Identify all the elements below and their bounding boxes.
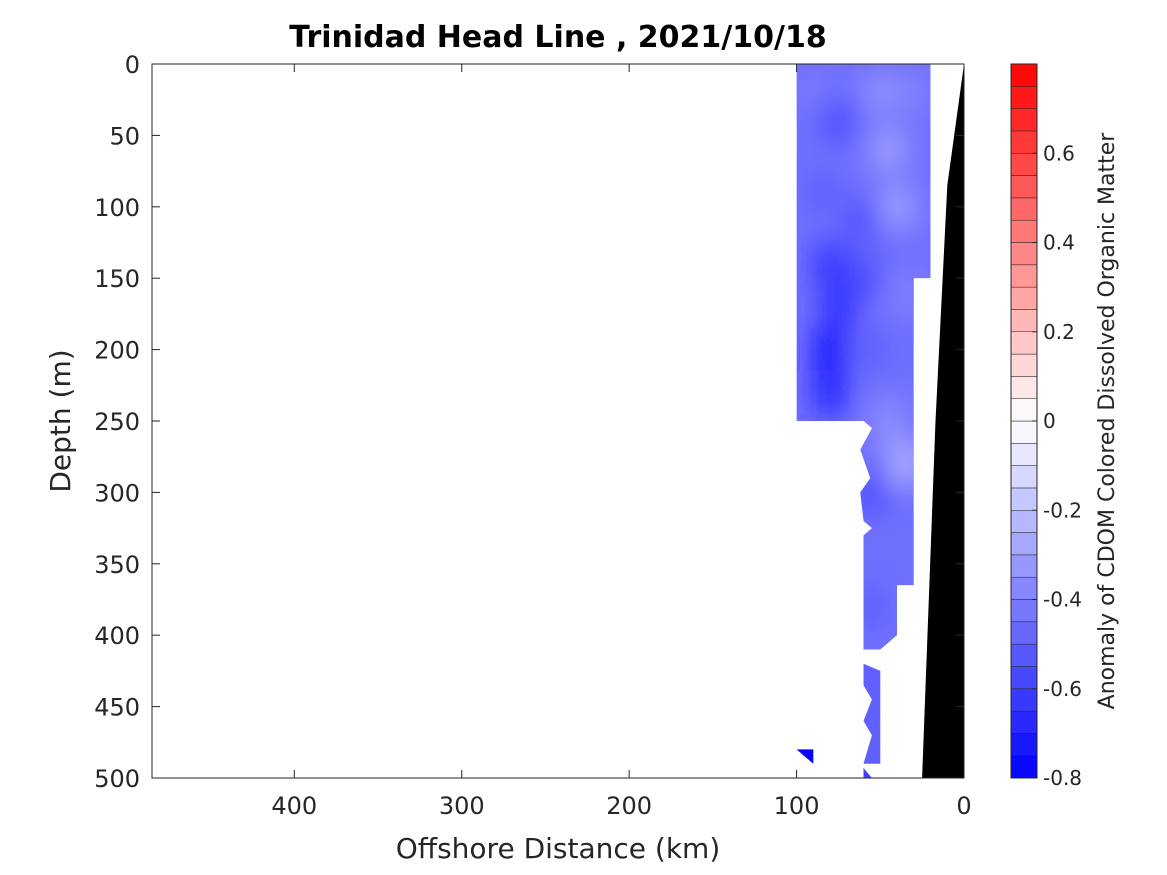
anomaly-cell [813, 371, 847, 414]
colorbar-level [1010, 599, 1038, 623]
x-axis-label: Offshore Distance (km) [396, 832, 721, 865]
x-tick-label: 400 [271, 792, 317, 820]
anomaly-field [796, 64, 964, 778]
anomaly-cell [846, 199, 881, 243]
colorbar-level [1010, 465, 1038, 489]
colorbar-tick-label: -0.2 [1043, 498, 1082, 522]
y-tick-label: 200 [94, 337, 140, 365]
colorbar-tick-label: 0 [1043, 409, 1056, 433]
y-tick-label: 450 [94, 694, 140, 722]
colorbar-level [1010, 510, 1038, 533]
colorbar-level [1010, 130, 1038, 154]
colorbar-level [1010, 331, 1038, 355]
anomaly-cell [821, 285, 856, 329]
anomaly-cell [813, 242, 847, 286]
anomaly-patch [863, 663, 881, 764]
colorbar-level [1010, 755, 1038, 779]
y-tick-label: 150 [94, 265, 140, 293]
seafloor-bathymetry [922, 64, 964, 778]
colorbar-level [1010, 86, 1038, 109]
y-tick-label: 0 [125, 51, 140, 79]
anomaly-cell [804, 171, 839, 214]
x-tick-label: 0 [956, 792, 971, 820]
plot-frame [151, 63, 965, 779]
colorbar-tick-label: -0.8 [1043, 766, 1082, 790]
colorbar-level [1010, 532, 1038, 556]
anomaly-patch [863, 768, 872, 778]
colorbar-level [1010, 63, 1038, 87]
colorbar-level [1010, 153, 1038, 176]
anomaly-patch [796, 749, 814, 764]
anomaly-cell [855, 328, 889, 372]
x-tick-label: 100 [774, 792, 820, 820]
y-axis: 0 50 100 150 200 250 300 350 400 450 500 [94, 51, 964, 793]
colorbar-level [1010, 554, 1038, 578]
colorbar-level [1010, 242, 1038, 266]
colorbar-level [1010, 576, 1038, 600]
y-tick-label: 400 [94, 622, 140, 650]
colorbar-tick-label: 0.2 [1043, 320, 1075, 344]
y-tick-label: 350 [94, 551, 140, 579]
anomaly-cell [813, 328, 847, 372]
y-tick-label: 500 [94, 765, 140, 793]
anomaly-cell [863, 71, 898, 114]
colorbar-level [1010, 309, 1038, 332]
colorbar-level [1010, 286, 1038, 310]
colorbar-tick-label: 0.4 [1043, 231, 1075, 255]
anomaly-cell [880, 185, 914, 229]
colorbar-level [1010, 398, 1038, 422]
x-tick-label: 300 [439, 792, 485, 820]
y-tick-label: 250 [94, 408, 140, 436]
x-tick-label: 200 [606, 792, 652, 820]
anomaly-cell [863, 528, 898, 571]
colorbar-level [1010, 108, 1038, 132]
anomaly-cell [871, 128, 906, 172]
y-tick-label: 100 [94, 194, 140, 222]
colorbar-level [1010, 487, 1038, 511]
y-axis-label: Depth (m) [44, 349, 77, 492]
colorbar-level [1010, 666, 1038, 689]
colorbar-level [1010, 376, 1038, 399]
colorbar-level [1010, 688, 1038, 712]
colorbar-level [1010, 264, 1038, 288]
colorbar: -0.8 -0.6 -0.4 -0.2 0 0.2 0.4 0.6 [1010, 63, 1082, 790]
y-tick-label: 50 [109, 122, 140, 150]
colorbar-level [1010, 621, 1038, 645]
colorbar-level [1010, 443, 1038, 466]
colorbar-level [1010, 733, 1038, 756]
colorbar-tick-label: -0.4 [1043, 588, 1082, 612]
colorbar-level [1010, 420, 1038, 444]
colorbar-label: Anomaly of CDOM Colored Dissolved Organi… [1095, 132, 1120, 710]
colorbar-level [1010, 643, 1038, 667]
anomaly-cell [871, 399, 906, 443]
y-tick-label: 300 [94, 479, 140, 507]
colorbar-level [1010, 175, 1038, 199]
chart-title: Trinidad Head Line , 2021/10/18 [289, 20, 826, 55]
anomaly-cell [897, 71, 931, 114]
colorbar-level [1010, 710, 1038, 734]
anomaly-cell [821, 99, 856, 143]
x-axis: 400 300 200 100 0 [271, 64, 972, 820]
colorbar-level [1010, 219, 1038, 243]
colorbar-tick-label: 0.6 [1043, 141, 1075, 165]
colorbar-tick-label: -0.6 [1043, 677, 1082, 701]
colorbar-level [1010, 197, 1038, 221]
colorbar-level [1010, 353, 1038, 377]
